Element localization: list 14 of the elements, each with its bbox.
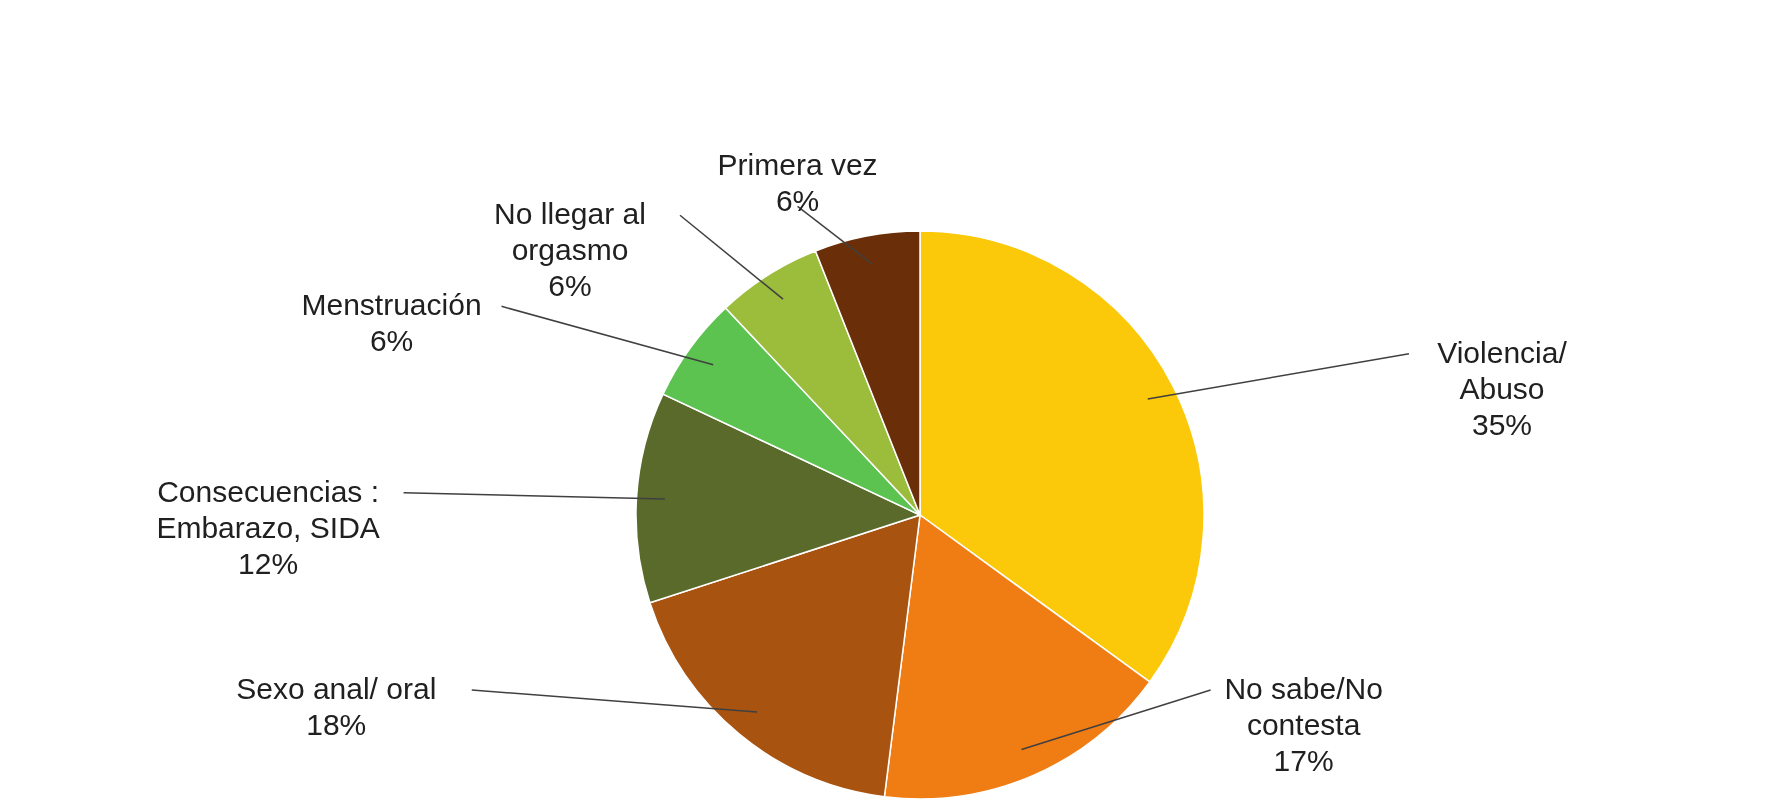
slice-label: No llegar al orgasmo <box>494 197 646 267</box>
data-label: 18% <box>306 708 367 741</box>
slice-label: No sabe/No contesta <box>1224 672 1383 741</box>
data-label: 6% <box>369 324 414 358</box>
data-label: 12% <box>238 546 299 580</box>
data-label: 35% <box>1471 407 1533 441</box>
slice-label: Violencia/ Abuso <box>1437 335 1568 405</box>
data-label: 6% <box>775 184 820 218</box>
data-label: 6% <box>548 269 592 303</box>
slice-label: Primera vez <box>717 148 878 182</box>
slice-label: Consecuencias : Embarazo, SIDA <box>156 474 380 544</box>
slice-label: Sexo anal/ oral <box>236 672 437 705</box>
slice-label: Menstruación <box>301 288 482 322</box>
data-label: 17% <box>1273 744 1334 777</box>
